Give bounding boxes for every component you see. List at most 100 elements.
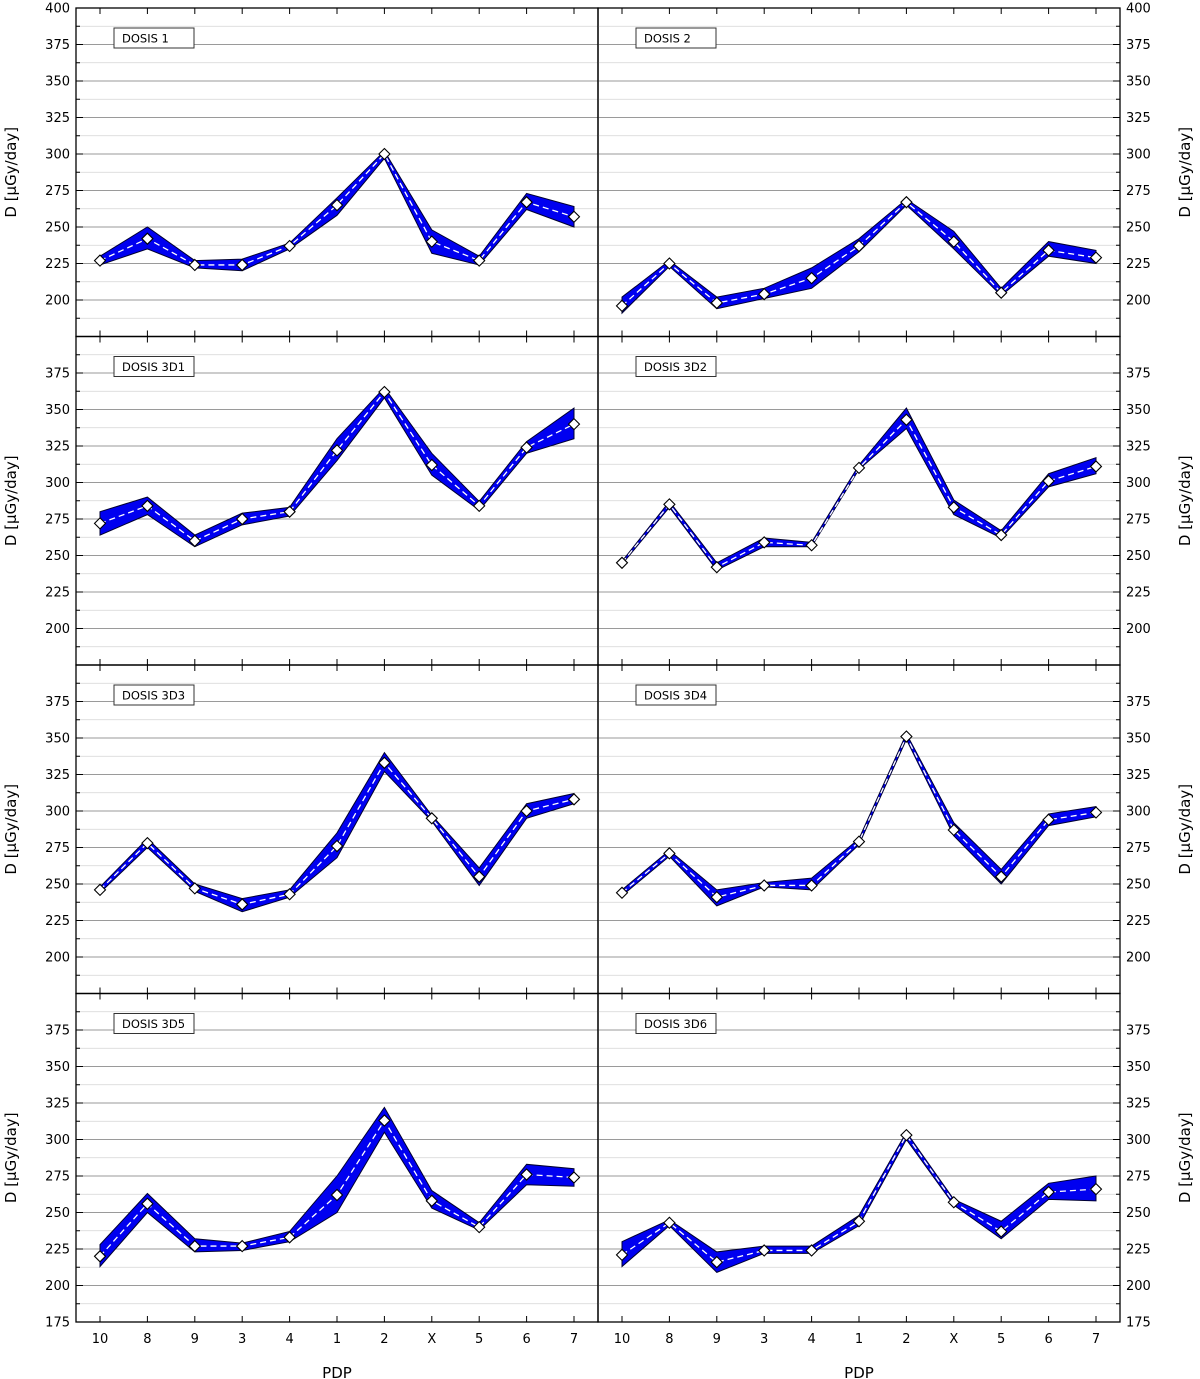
x-tick-label-6: 6 (522, 1332, 530, 1347)
data-point-2 (900, 195, 913, 209)
panel-dosis-3d4: 200 225 250 275 300 325 350 375 D [µGy/day] DOSIS… (597, 664, 1194, 995)
data-point-4 (805, 1244, 818, 1257)
data-point-X (947, 1196, 961, 1209)
y-tick-label: 300 (1126, 148, 1151, 163)
y-tick-label: 200 (1126, 294, 1151, 309)
y-tick-label: 250 (1126, 878, 1151, 893)
panel-dosis-1: 200 225 250 275 300 325 350 375 400 D [µGy/day] DO… (2, 2, 599, 338)
x-tick-label-10: 10 (614, 1332, 631, 1347)
data-point-1 (330, 198, 344, 212)
data-point-7 (567, 417, 581, 431)
data-point-7 (1089, 806, 1103, 819)
data-point-10 (93, 883, 107, 897)
data-point-2 (378, 1114, 391, 1127)
y-tick-label: 200 (1126, 622, 1151, 637)
y-tick-label: 350 (1126, 403, 1151, 418)
data-point-1 (330, 444, 344, 457)
y-axis-title: D [µGy/day] (1176, 1112, 1194, 1203)
y-tick-label: 175 (1126, 1316, 1151, 1331)
y-axis-title: D [µGy/day] (2, 455, 20, 546)
uncertainty-band (99, 386, 575, 548)
data-point-1 (330, 839, 344, 853)
panel-dosis-2: 200 225 250 275 300 325 350 375 400 D [µGy/day] DO… (597, 2, 1194, 338)
data-point-8 (141, 1197, 154, 1211)
y-tick-label: 200 (45, 951, 70, 966)
data-point-3 (757, 287, 771, 301)
data-point-1 (852, 1214, 866, 1228)
y-tick-label: 300 (1126, 805, 1151, 820)
data-point-X (947, 823, 961, 837)
panel-label-box (113, 356, 195, 377)
data-point-4 (805, 271, 818, 285)
y-tick-label: 325 (45, 1097, 70, 1112)
data-point-10 (615, 556, 629, 570)
y-tick-label: 275 (1126, 1170, 1151, 1185)
data-point-5 (994, 528, 1008, 542)
y-tick-label: 325 (45, 440, 70, 455)
y-tick-label: 200 (45, 294, 70, 309)
x-tick-label-8: 8 (665, 1332, 673, 1347)
uncertainty-band (99, 751, 575, 913)
y-tick-label: 375 (45, 1024, 70, 1039)
x-tick-label-8: 8 (143, 1332, 151, 1347)
data-point-1 (852, 835, 866, 848)
y-tick-label: 225 (45, 914, 70, 929)
y-tick-label: 225 (1126, 586, 1151, 601)
panel-label: DOSIS 3D5 (122, 1017, 185, 1031)
data-point-7 (567, 793, 581, 806)
x-tick-label-4: 4 (285, 1332, 293, 1347)
x-tick-label-7: 7 (1092, 1332, 1100, 1347)
data-point-8 (141, 499, 154, 513)
y-tick-label: 400 (1126, 2, 1151, 17)
y-axis-title: D [µGy/day] (2, 1112, 20, 1203)
data-point-8 (663, 257, 676, 270)
x-tick-label-3: 3 (760, 1332, 768, 1347)
panel-label-box (635, 684, 717, 706)
x-tick-label-X: X (427, 1332, 436, 1347)
data-point-5 (472, 1220, 486, 1234)
data-point-5 (994, 870, 1008, 883)
y-tick-label: 275 (1126, 513, 1151, 528)
x-tick-label-2: 2 (902, 1332, 910, 1347)
y-tick-label: 225 (1126, 1243, 1151, 1258)
data-point-7 (1089, 1182, 1103, 1196)
y-tick-label: 250 (1126, 549, 1151, 564)
panel-dosis-3d2: 200 225 250 275 300 325 350 375 D [µGy/day] DOSIS… (597, 335, 1194, 666)
y-axis-title: D [µGy/day] (1176, 455, 1194, 546)
data-point-8 (663, 498, 676, 511)
data-point-X (425, 458, 439, 472)
data-point-6 (1042, 474, 1055, 488)
data-point-9 (188, 258, 202, 272)
mean-line (621, 201, 1097, 307)
y-tick-label: 200 (1126, 1279, 1151, 1294)
y-tick-label: 350 (45, 403, 70, 418)
data-point-7 (567, 210, 581, 224)
y-tick-label: 325 (1126, 1097, 1151, 1112)
data-point-6 (1042, 244, 1055, 257)
data-point-6 (520, 441, 533, 454)
y-tick-label: 375 (1126, 695, 1151, 710)
data-point-6 (520, 1168, 533, 1181)
y-tick-label: 250 (1126, 221, 1151, 236)
x-tick-label-2: 2 (380, 1332, 388, 1347)
panel-dosis-3d3: 200 225 250 275 300 325 350 375 D [µGy/day] DOSIS… (2, 664, 599, 995)
y-tick-label: 300 (45, 805, 70, 820)
panel-label-box (113, 27, 195, 49)
y-tick-label: 225 (45, 586, 70, 601)
data-point-4 (805, 879, 818, 892)
data-point-6 (520, 195, 533, 209)
y-tick-label: 225 (1126, 914, 1151, 929)
panel-dosis-3d6: 175 200 225 250 275 300 325 350 375 10 8 9 3 4 1 2 X 5 6 7 D… (597, 992, 1194, 1347)
y-tick-label: 225 (45, 257, 70, 272)
x-tick-label-10: 10 (92, 1332, 109, 1347)
y-tick-label: 350 (45, 75, 70, 90)
y-tick-label: 300 (45, 148, 70, 163)
y-tick-label: 400 (45, 2, 70, 17)
y-tick-label: 275 (1126, 184, 1151, 199)
panel-dosis-3d5: 175 200 225 250 275 300 325 350 375 10 8 9 3 4 1 2 X 5 6 7 D… (2, 992, 599, 1347)
y-tick-label: 375 (45, 367, 70, 382)
data-point-7 (567, 1171, 581, 1184)
y-tick-label: 250 (45, 549, 70, 564)
mean-line (621, 418, 1097, 569)
data-point-8 (141, 232, 154, 245)
